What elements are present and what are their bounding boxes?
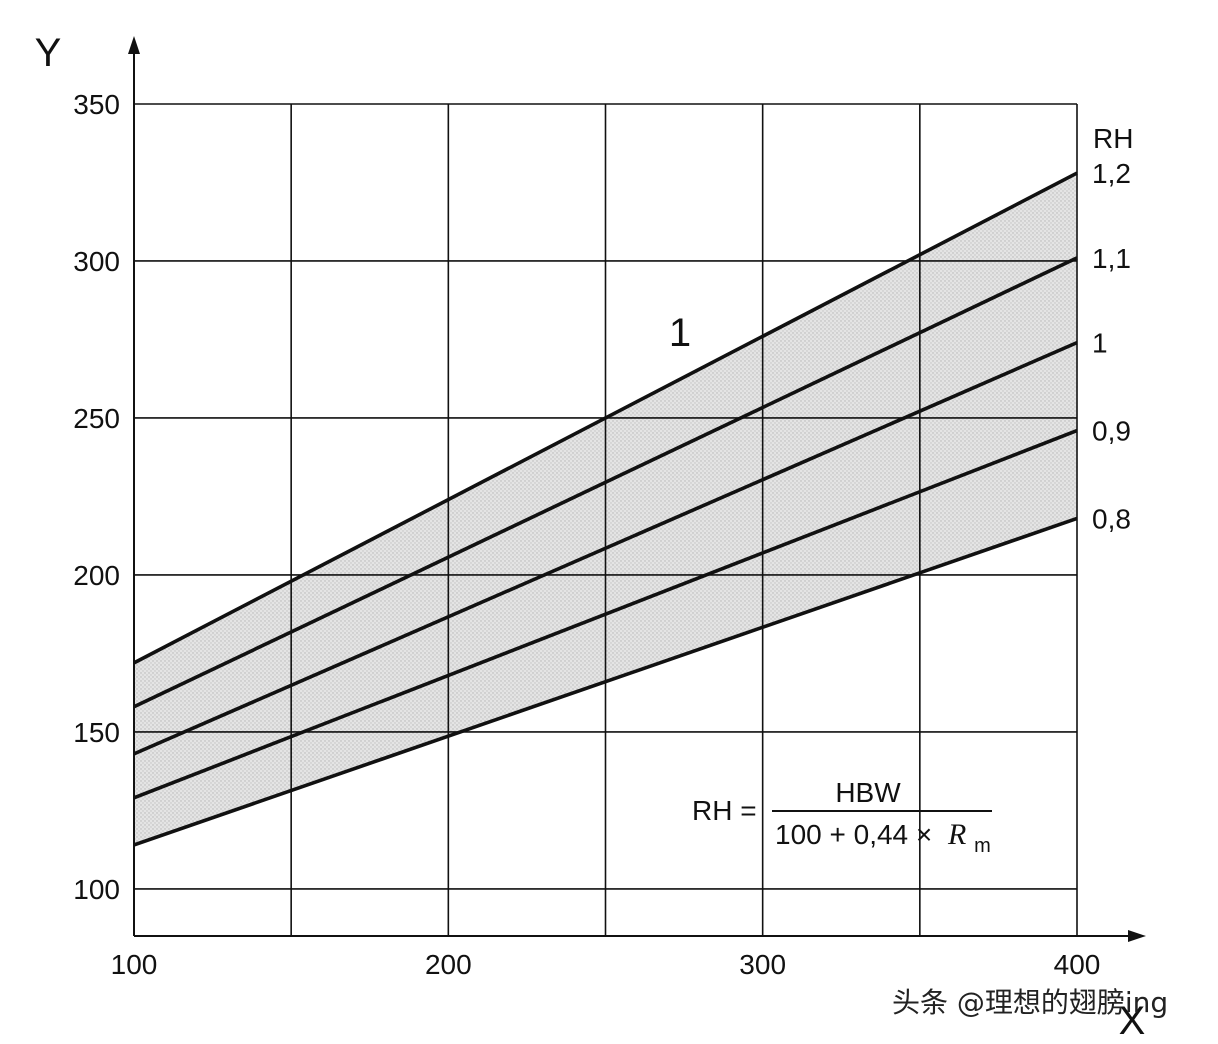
series-label: 0,8 xyxy=(1092,503,1131,534)
x-axis-letter: X xyxy=(1119,999,1146,1043)
legend-title: RH xyxy=(1093,123,1133,154)
formula-denominator: 100 + 0,44 × R m xyxy=(775,818,991,857)
series-label: 0,9 xyxy=(1092,416,1131,447)
series-line xyxy=(133,516,1078,847)
region-label: 1 xyxy=(669,311,691,355)
y-tick-label: 250 xyxy=(73,403,120,434)
y-tick-label: 200 xyxy=(73,560,120,591)
series-label: 1 xyxy=(1092,328,1108,359)
formula: RH = HBW 100 + 0,44 × R m xyxy=(692,777,992,857)
y-axis-letter: Y xyxy=(35,31,62,75)
y-tick-label: 350 xyxy=(73,89,120,120)
series-line xyxy=(133,340,1078,756)
series-line xyxy=(133,256,1078,709)
watermark-text: 头条 @理想的翅膀ing xyxy=(892,986,1168,1019)
axes xyxy=(128,36,1146,942)
formula-denominator-symbol: R xyxy=(947,818,966,851)
y-tick-label: 100 xyxy=(73,874,120,905)
series-line xyxy=(133,428,1078,800)
formula-lhs: RH = xyxy=(692,795,757,826)
formula-numerator: HBW xyxy=(835,777,901,808)
labels: 100 150 200 250 300 350 100 200 300 400 1,2 1,1 1 0,9… xyxy=(73,89,1131,980)
formula-denominator-prefix: 100 + 0,44 × xyxy=(775,819,932,850)
series-label: 1,2 xyxy=(1092,158,1131,189)
grid xyxy=(133,103,1078,936)
y-tick-label: 300 xyxy=(73,246,120,277)
x-tick-label: 400 xyxy=(1054,949,1101,980)
y-axis-arrow xyxy=(128,36,140,54)
series-lines xyxy=(133,171,1078,847)
series-label: 1,1 xyxy=(1092,243,1131,274)
series-line xyxy=(133,171,1078,665)
x-tick-label: 300 xyxy=(739,949,786,980)
y-tick-label: 150 xyxy=(73,717,120,748)
x-axis-arrow xyxy=(1128,930,1146,942)
x-tick-label: 200 xyxy=(425,949,472,980)
x-tick-label: 100 xyxy=(111,949,158,980)
formula-denominator-subscript: m xyxy=(974,835,991,857)
